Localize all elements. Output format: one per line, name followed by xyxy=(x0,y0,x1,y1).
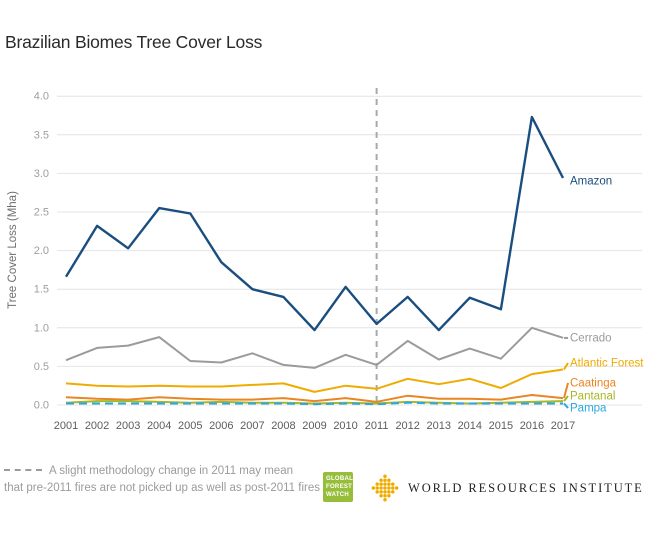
y-axis-tick-label: 1.0 xyxy=(34,322,49,334)
series-label-stub xyxy=(563,402,569,409)
wri-dot xyxy=(383,474,387,479)
x-axis-tick-label: 2010 xyxy=(333,420,357,432)
footnote-line1: A slight methodology change in 2011 may … xyxy=(49,465,293,477)
series-line-pampa xyxy=(66,401,563,406)
x-axis-tick-label: 2003 xyxy=(116,420,140,432)
y-axis-tick-label: 1.5 xyxy=(34,284,49,296)
wri-dot xyxy=(383,478,387,482)
x-axis-tick-label: 2015 xyxy=(489,420,513,432)
series-label-atlantic-forest: Atlantic Forest xyxy=(570,358,644,370)
wri-dot xyxy=(379,494,383,498)
wri-dot xyxy=(383,494,387,498)
world-resources-institute-logo: WORLD RESOURCES INSTITUTE xyxy=(371,473,644,503)
wri-dot xyxy=(383,486,387,490)
wri-dot xyxy=(375,486,379,490)
gfw-logo-line1: GLOBAL xyxy=(326,476,354,482)
series-label-cerrado: Cerrado xyxy=(570,333,612,345)
y-axis-tick-label: 0.0 xyxy=(34,400,49,412)
x-axis-tick-label: 2006 xyxy=(209,420,233,432)
x-axis-tick-label: 2001 xyxy=(54,420,78,432)
x-axis-tick-label: 2013 xyxy=(427,420,451,432)
wri-dot xyxy=(383,482,387,486)
wri-dot xyxy=(379,486,383,490)
series-line-atlantic-forest xyxy=(65,368,564,393)
x-axis-tick-label: 2014 xyxy=(458,420,482,432)
wri-logo-text: WORLD RESOURCES INSTITUTE xyxy=(408,480,644,495)
methodology-footnote: A slight methodology change in 2011 may … xyxy=(4,463,324,497)
wri-dot xyxy=(379,482,383,486)
global-forest-watch-logo: GLOBAL FOREST WATCH xyxy=(323,472,353,502)
wri-dot xyxy=(383,497,387,502)
x-axis-tick-label: 2005 xyxy=(178,420,202,432)
wri-dot xyxy=(375,490,379,494)
x-axis-tick-label: 2008 xyxy=(271,420,295,432)
series-label-stub xyxy=(563,382,569,399)
gfw-logo-line2: FOREST xyxy=(326,484,353,490)
x-axis-tick-label: 2009 xyxy=(302,420,326,432)
series-label-amazon: Amazon xyxy=(570,176,612,188)
x-axis-tick-label: 2017 xyxy=(551,420,575,432)
wri-dot xyxy=(387,490,391,494)
y-axis-title: Tree Cover Loss (Mha) xyxy=(7,191,19,309)
series-line-amazon xyxy=(64,115,565,332)
wri-dot xyxy=(391,486,395,490)
x-axis-tick-label: 2007 xyxy=(240,420,264,432)
wri-dot xyxy=(379,478,383,482)
x-axis-tick-label: 2002 xyxy=(85,420,109,432)
wri-dot xyxy=(387,486,391,490)
gfw-logo-line3: WATCH xyxy=(326,492,350,498)
wri-dot xyxy=(379,490,383,494)
series-line-cerrado xyxy=(65,326,564,369)
x-axis-tick-label: 2016 xyxy=(520,420,544,432)
wri-dot xyxy=(383,490,387,494)
wri-dot xyxy=(387,478,391,482)
wri-dot-diamond-icon xyxy=(371,474,399,502)
wri-dot xyxy=(387,482,391,486)
x-axis-tick-label: 2004 xyxy=(147,420,171,432)
y-axis-tick-label: 4.0 xyxy=(34,91,49,103)
series-label-caatinga: Caatinga xyxy=(570,378,617,390)
y-axis-tick-label: 2.5 xyxy=(34,207,49,219)
series-label-pampa: Pampa xyxy=(570,403,607,415)
y-axis-tick-label: 0.5 xyxy=(34,361,49,373)
series-label-stub xyxy=(563,395,569,402)
footnote-line2: that pre-2011 fires are not picked up as… xyxy=(4,482,320,494)
y-axis-tick-label: 3.0 xyxy=(34,168,49,180)
wri-dot xyxy=(391,490,395,494)
wri-dot xyxy=(391,482,395,486)
wri-dot xyxy=(375,482,379,486)
x-axis-tick-label: 2011 xyxy=(365,420,389,432)
dashed-line-symbol xyxy=(4,468,42,471)
series-label-pantanal: Pantanal xyxy=(570,391,615,403)
wri-dot xyxy=(387,494,391,498)
y-axis-tick-label: 2.0 xyxy=(34,245,49,257)
series-line-caatinga xyxy=(65,394,564,403)
series-label-stub xyxy=(563,362,569,371)
y-axis-tick-label: 3.5 xyxy=(34,129,49,141)
chart-title: Brazilian Biomes Tree Cover Loss xyxy=(5,32,263,52)
wri-dot xyxy=(394,486,399,490)
wri-dot xyxy=(371,486,376,490)
x-axis-tick-label: 2012 xyxy=(395,420,419,432)
